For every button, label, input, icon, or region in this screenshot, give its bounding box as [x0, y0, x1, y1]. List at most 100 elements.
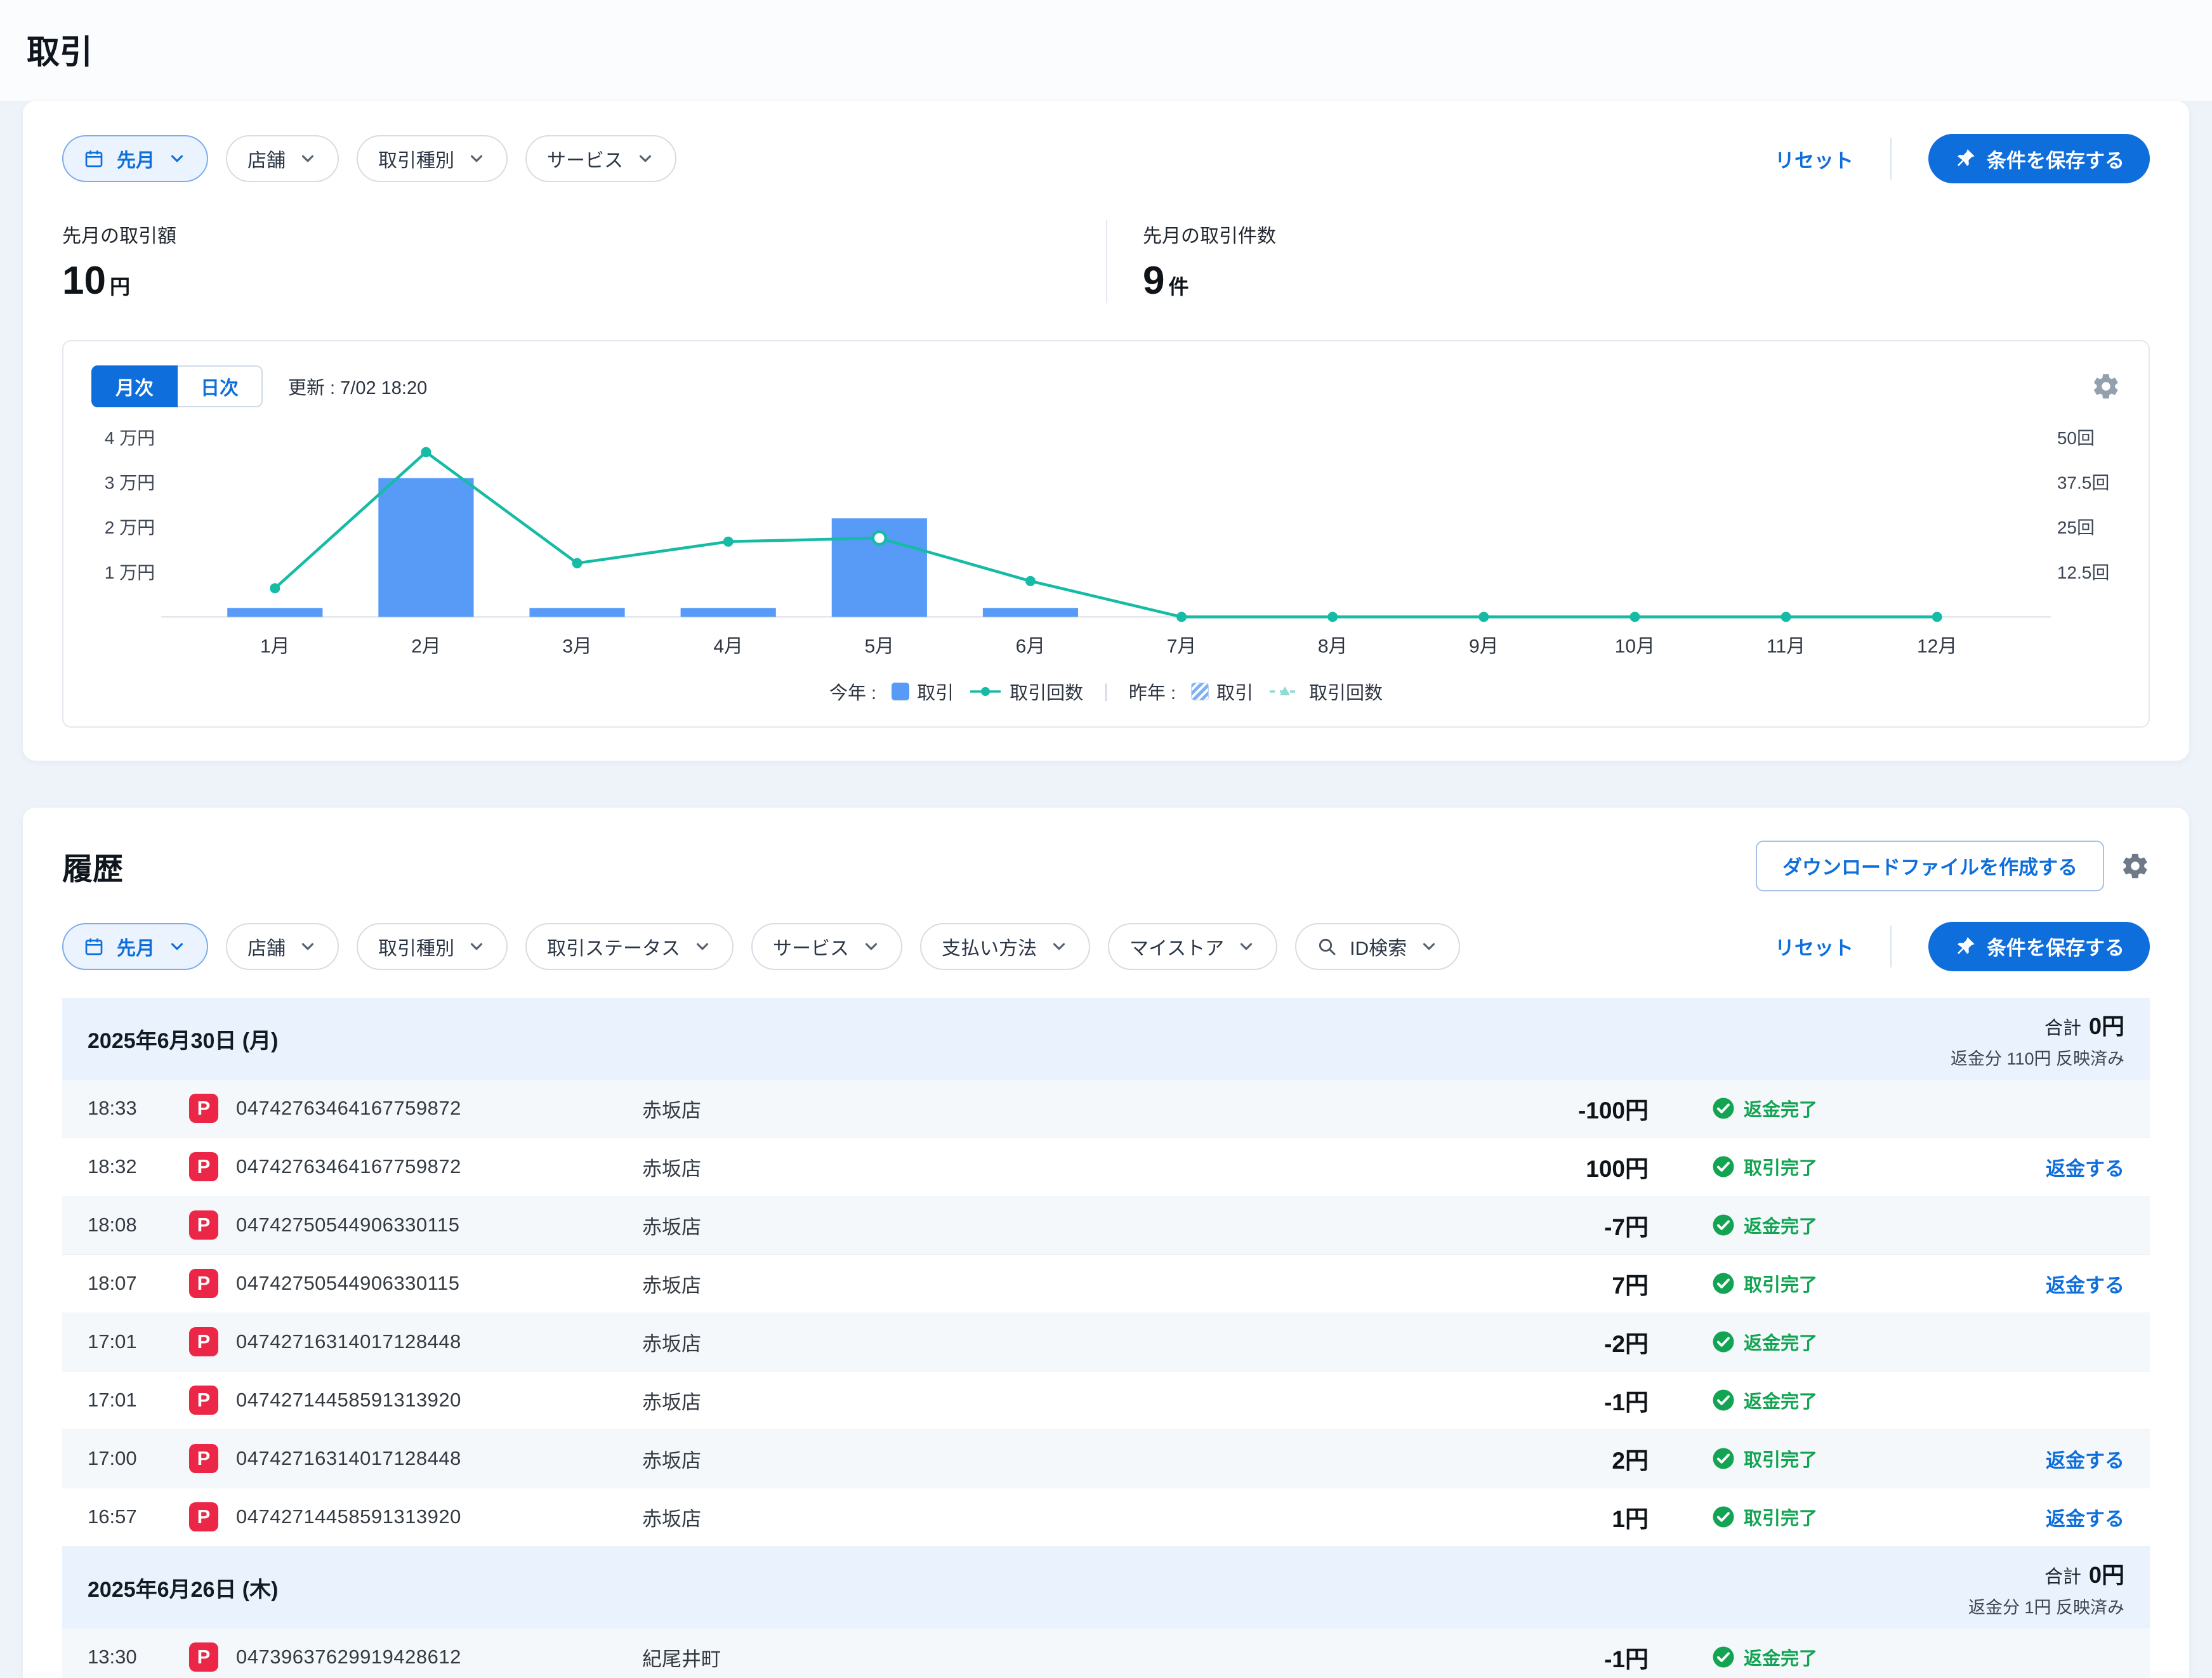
status-label: 取引完了 [1744, 1270, 1817, 1297]
transaction-amount: 2円 [1407, 1441, 1649, 1476]
group-total-label: 合計 [2044, 1013, 2081, 1040]
check-circle-icon [1712, 1097, 1735, 1120]
legend-bar-this-year: 取引 [892, 678, 954, 705]
transaction-store: 赤坂店 [642, 1386, 1407, 1415]
chevron-down-icon [693, 937, 712, 956]
chevron-down-icon [298, 149, 317, 168]
chevron-down-icon [168, 149, 187, 168]
status-label: 返金完了 [1744, 1212, 1817, 1238]
filter-chip[interactable]: マイストア [1108, 923, 1277, 970]
date-filter-chip[interactable]: 先月 [62, 135, 208, 182]
transaction-id: 04742716314017128448 [236, 1447, 642, 1470]
svg-text:25回: 25回 [2057, 518, 2095, 537]
filter-chip[interactable]: 店舗 [226, 135, 339, 182]
stat-count: 先月の取引件数 9 件 [1106, 220, 2150, 303]
history-save-conditions-button[interactable]: 条件を保存する [1928, 922, 2150, 971]
summary-filter-row: 先月 店舗 取引種別サービス リセット 条件を保存する [62, 134, 2150, 183]
bar-swatch-icon [892, 683, 909, 700]
line-dot-marker-icon [969, 685, 1002, 698]
filter-chip-label: 店舗 [247, 145, 286, 173]
paypay-icon: P [189, 1269, 218, 1298]
paypay-icon: P [189, 1502, 218, 1531]
filter-chip-label: 店舗 [247, 933, 286, 960]
group-total-value: 0円 [2089, 1557, 2124, 1590]
transaction-status: 返金完了 [1712, 1212, 1966, 1238]
paypay-icon: P [189, 1094, 218, 1123]
chevron-down-icon [862, 937, 881, 956]
filter-chip[interactable]: 取引ステータス [525, 923, 734, 970]
transaction-row[interactable]: 17:01P04742716314017128448赤坂店-2円返金完了 [62, 1313, 2150, 1372]
check-circle-icon [1712, 1272, 1735, 1295]
hatched-bar-swatch-icon [1191, 683, 1209, 700]
filter-chip-label: 取引ステータス [547, 933, 680, 960]
transaction-row[interactable]: 18:07P04742750544906330115赤坂店7円取引完了返金する [62, 1255, 2150, 1313]
refund-link[interactable]: 返金する [1966, 1269, 2124, 1298]
filter-chip[interactable]: 取引種別 [357, 923, 508, 970]
transaction-row[interactable]: 17:01P04742714458591313920赤坂店-1円返金完了 [62, 1372, 2150, 1430]
group-date: 2025年6月30日 (月) [88, 1023, 278, 1054]
filter-chip[interactable]: 取引種別 [357, 135, 508, 182]
history-reset-link[interactable]: リセット [1775, 932, 1853, 960]
create-download-file-button[interactable]: ダウンロードファイルを作成する [1756, 841, 2104, 891]
chevron-down-icon [298, 937, 317, 956]
transaction-row[interactable]: 18:33P04742763464167759872赤坂店-100円返金完了 [62, 1080, 2150, 1138]
filter-chip[interactable]: 店舗 [226, 923, 339, 970]
transaction-time: 18:32 [88, 1155, 183, 1178]
filter-chip[interactable]: サービス [751, 923, 902, 970]
legend-bar-last-year: 取引 [1191, 678, 1253, 705]
chevron-down-icon [1237, 937, 1256, 956]
transaction-status: 返金完了 [1712, 1387, 1966, 1413]
summary-card: 先月 店舗 取引種別サービス リセット 条件を保存する 先月の取引額 10 円 先… [23, 101, 2189, 761]
transaction-row[interactable]: 18:32P04742763464167759872赤坂店100円取引完了返金す… [62, 1138, 2150, 1196]
transaction-row[interactable]: 18:08P04742750544906330115赤坂店-7円返金完了 [62, 1196, 2150, 1255]
transaction-amount: -2円 [1407, 1325, 1649, 1359]
transaction-amount: -100円 [1407, 1091, 1649, 1125]
refund-link[interactable]: 返金する [1966, 1153, 2124, 1181]
reset-link[interactable]: リセット [1775, 145, 1853, 173]
transaction-amount: -1円 [1407, 1383, 1649, 1417]
transaction-id: 04742763464167759872 [236, 1155, 642, 1178]
group-total-value: 0円 [2089, 1008, 2124, 1041]
period-toggle: 月次 日次 [91, 365, 263, 407]
date-filter-label: 先月 [117, 145, 155, 173]
transaction-time: 17:00 [88, 1447, 183, 1470]
filter-chip[interactable]: サービス [525, 135, 676, 182]
chart-settings-gear-icon[interactable] [2091, 372, 2121, 401]
transaction-amount: 7円 [1407, 1266, 1649, 1301]
history-filter-row: 先月 店舗 取引種別 取引ステータス サービス 支払い方法 マイストア ID検索 リセット… [62, 922, 2150, 971]
status-label: 取引完了 [1744, 1504, 1817, 1530]
filter-chip[interactable]: 支払い方法 [920, 923, 1090, 970]
legend-last-year-label: 昨年 : [1129, 678, 1176, 705]
id-search-chip[interactable]: ID検索 [1295, 923, 1460, 970]
svg-text:4月: 4月 [713, 636, 743, 657]
history-settings-gear-icon[interactable] [2121, 851, 2150, 881]
save-conditions-button[interactable]: 条件を保存する [1928, 134, 2150, 183]
toggle-monthly[interactable]: 月次 [91, 365, 178, 407]
transaction-status: 返金完了 [1712, 1644, 1966, 1670]
transactions-combo-chart: 1 万円2 万円3 万円4 万円12.5回25回37.5回50回1月2月3月4月… [91, 416, 2121, 676]
check-circle-icon [1712, 1505, 1735, 1528]
group-refund-note: 返金分 1円 反映済み [1968, 1594, 2124, 1618]
transaction-row[interactable]: 17:00P04742716314017128448赤坂店2円取引完了返金する [62, 1430, 2150, 1488]
transaction-store: 赤坂店 [642, 1445, 1407, 1473]
paypay-icon: P [189, 1327, 218, 1356]
stat-amount: 先月の取引額 10 円 [62, 220, 1106, 303]
transaction-row[interactable]: 13:30P04739637629919428612紀尾井町-1円返金完了 [62, 1629, 2150, 1678]
group-total-label: 合計 [2044, 1562, 2081, 1589]
refund-link[interactable]: 返金する [1966, 1503, 2124, 1531]
filter-chip-label: 支払い方法 [942, 933, 1037, 960]
stat-amount-value: 10 [62, 258, 106, 303]
legend-bar-label: 取引 [1216, 678, 1253, 705]
stat-amount-label: 先月の取引額 [62, 220, 1106, 248]
svg-text:3月: 3月 [562, 636, 592, 657]
search-icon [1317, 936, 1337, 957]
refund-link[interactable]: 返金する [1966, 1445, 2124, 1473]
toggle-daily[interactable]: 日次 [178, 365, 263, 407]
transaction-row[interactable]: 16:57P04742714458591313920赤坂店1円取引完了返金する [62, 1488, 2150, 1547]
check-circle-icon [1712, 1646, 1735, 1668]
legend-this-year-label: 今年 : [829, 678, 876, 705]
transaction-status: 取引完了 [1712, 1270, 1966, 1297]
history-date-filter-chip[interactable]: 先月 [62, 923, 208, 970]
chevron-down-icon [1419, 937, 1438, 956]
svg-text:2月: 2月 [411, 636, 441, 657]
